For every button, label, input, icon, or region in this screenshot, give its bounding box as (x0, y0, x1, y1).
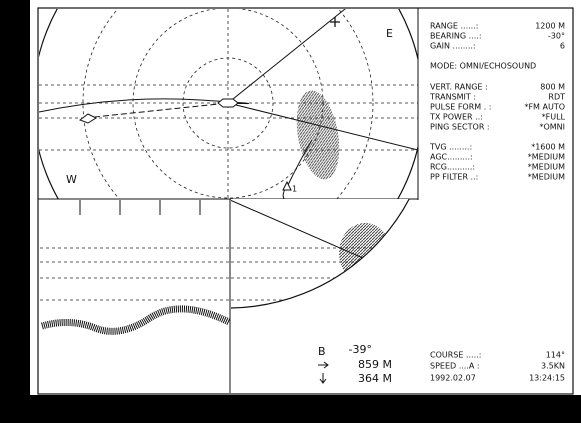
frame (37, 7, 574, 395)
setting-value: *MEDIUM (528, 173, 565, 182)
setting-label: TX POWER ..: (429, 113, 483, 122)
setting-value: *MEDIUM (528, 153, 565, 162)
setting-label: AGC.........: (430, 153, 473, 162)
setting-value: *1600 M (531, 143, 565, 152)
setting-label: RCG..........: (430, 163, 475, 172)
setting-value: 6 (560, 42, 565, 51)
course-label: COURSE .....: (430, 351, 481, 360)
setting-label: TRANSMIT : (429, 93, 476, 102)
setting-value: *OMNI (539, 123, 565, 132)
setting-label: BEARING ....: (430, 32, 482, 41)
setting-value: RDT (548, 93, 565, 102)
setting-value: -30° (548, 32, 565, 41)
setting-label: RANGE ......: (430, 22, 478, 31)
east-label: E (386, 27, 393, 40)
west-label: W (66, 173, 77, 186)
depth-icon (319, 373, 327, 384)
left-border (0, 0, 30, 423)
sonar-view (39, 9, 418, 199)
setting-label: PING SECTOR : (430, 123, 490, 132)
setting-label: GAIN ........: (430, 42, 476, 51)
bearing: -39° (349, 343, 372, 356)
settings-panel: RANGE ......: 1200 M BEARING ....: -30° GAIN… (429, 22, 566, 182)
date: 1992.02.07 (430, 374, 476, 383)
speed: 3.5KN (541, 362, 565, 371)
setting-value: 1200 M (535, 22, 565, 31)
speed-label: SPEED ....A : (430, 362, 480, 371)
setting-value: *FM AUTO (524, 103, 565, 112)
setting-value: *MEDIUM (528, 163, 565, 172)
distance: 859 M (358, 358, 392, 371)
distance-icon (318, 361, 329, 369)
setting-label: TVG ........: (429, 143, 472, 152)
setting-label: PULSE FORM . : (430, 103, 492, 112)
mode: MODE: OMNI/ECHOSOUND (430, 62, 536, 71)
history-panel (40, 200, 231, 335)
depth: 364 M (358, 372, 392, 385)
target-label: 1 (292, 185, 297, 194)
bearing-label: B (318, 345, 326, 358)
setting-label: PP FILTER ..: (430, 173, 478, 182)
setting-value: *FULL (542, 113, 566, 122)
course: 114° (546, 351, 565, 360)
bottom-border (0, 395, 581, 423)
time: 13:24:15 (529, 374, 565, 383)
setting-value: 800 M (540, 83, 565, 92)
setting-label: VERT. RANGE : (430, 83, 488, 92)
